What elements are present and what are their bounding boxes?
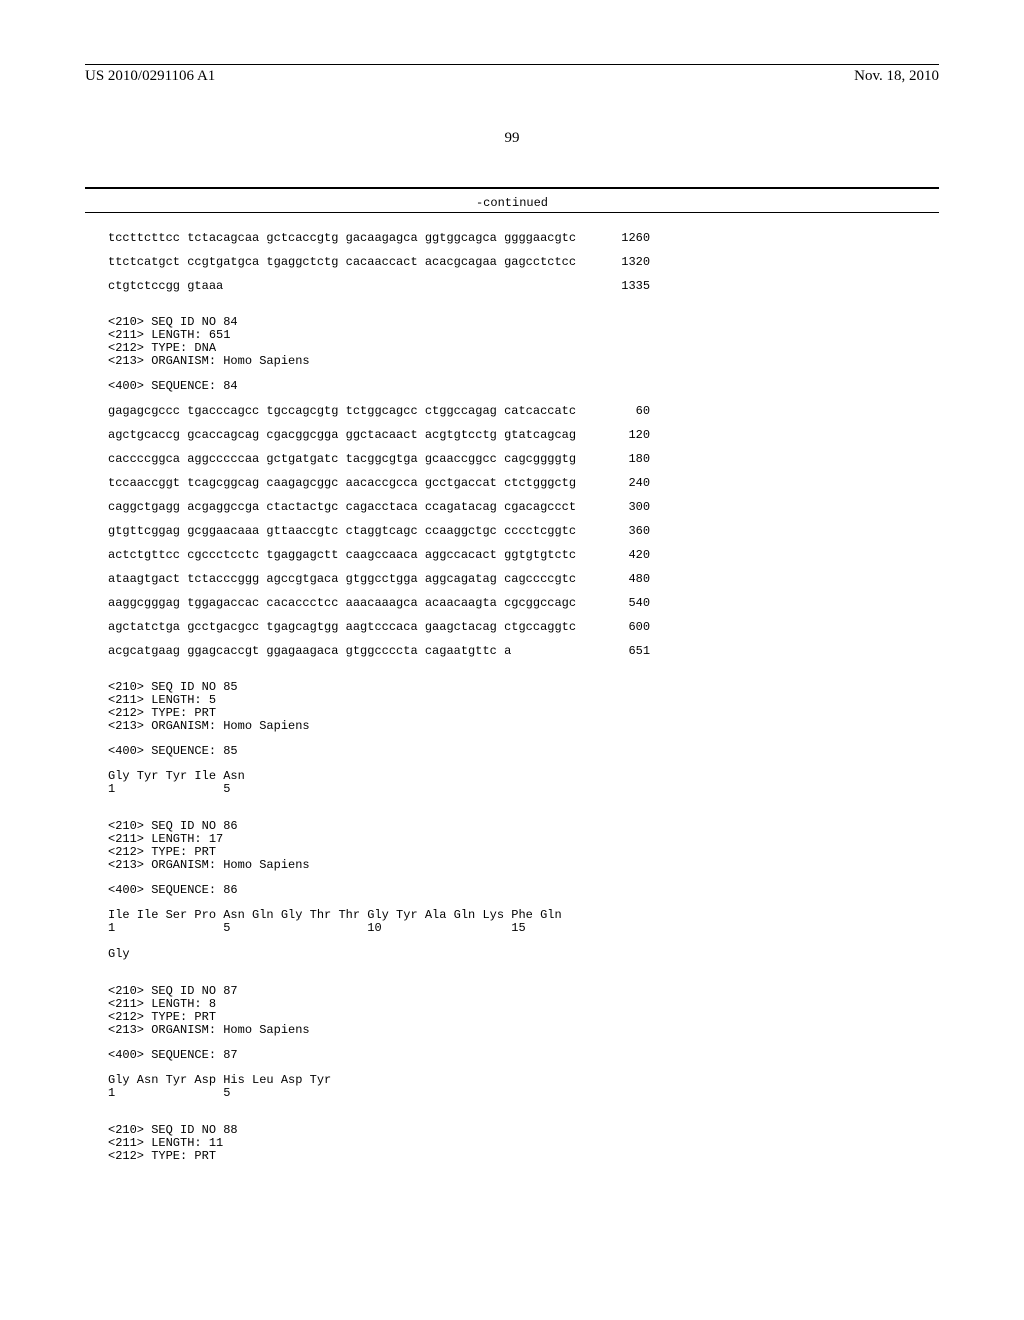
sequence-line: ttctcatgct ccgtgatgca tgaggctctg cacaacc…: [108, 256, 650, 268]
sequence-line: actctgttcc cgccctcctc tgaggagctt caagcca…: [108, 549, 650, 561]
sequence-meta-line: <213> ORGANISM: Homo Sapiens: [108, 355, 650, 367]
sequence-text: gtgttcggag gcggaacaaa gttaaccgtc ctaggtc…: [108, 525, 576, 537]
sequence-meta-line: <210> SEQ ID NO 85: [108, 681, 650, 693]
sequence-meta-block: <400> SEQUENCE: 85: [108, 745, 650, 757]
sequence-line: caggctgagg acgaggccga ctactactgc cagacct…: [108, 501, 650, 513]
sequence-meta-line: <213> ORGANISM: Homo Sapiens: [108, 720, 650, 732]
sequence-meta-block: <210> SEQ ID NO 85<211> LENGTH: 5<212> T…: [108, 681, 650, 732]
sequence-meta-line: <212> TYPE: PRT: [108, 1011, 650, 1023]
sequence-text: ataagtgact tctacccggg agccgtgaca gtggcct…: [108, 573, 576, 585]
sequence-meta-block: <210> SEQ ID NO 86<211> LENGTH: 17<212> …: [108, 820, 650, 871]
sequence-position: 360: [600, 525, 650, 537]
sequence-line: ctgtctccgg gtaaa 1335: [108, 280, 650, 292]
sequence-meta-line: <212> TYPE: PRT: [108, 707, 650, 719]
sequence-meta-block: <400> SEQUENCE: 87: [108, 1049, 650, 1061]
sequence-meta-line: <210> SEQ ID NO 84: [108, 316, 650, 328]
sequence-meta-line: <211> LENGTH: 11: [108, 1137, 650, 1149]
sequence-listing-body: tccttcttcc tctacagcaa gctcaccgtg gacaaga…: [108, 232, 650, 1175]
protein-line: 1 5: [108, 1087, 650, 1099]
sequence-line: agctatctga gcctgacgcc tgagcagtgg aagtccc…: [108, 621, 650, 633]
sequence-position: 1260: [600, 232, 650, 244]
continued-label: -continued: [0, 196, 1024, 210]
sequence-meta-line: <211> LENGTH: 5: [108, 694, 650, 706]
sequence-text: ctgtctccgg gtaaa: [108, 280, 576, 292]
sequence-position: 1320: [600, 256, 650, 268]
sequence-position: 300: [600, 501, 650, 513]
sequence-text: aaggcgggag tggagaccac cacaccctcc aaacaaa…: [108, 597, 576, 609]
sequence-meta-line: <400> SEQUENCE: 86: [108, 884, 650, 896]
sequence-line: caccccggca aggcccccaa gctgatgatc tacggcg…: [108, 453, 650, 465]
sequence-position: 420: [600, 549, 650, 561]
protein-line: Ile Ile Ser Pro Asn Gln Gly Thr Thr Gly …: [108, 909, 650, 921]
sequence-meta-line: <212> TYPE: PRT: [108, 846, 650, 858]
continued-rule-top: [85, 187, 939, 189]
protein-line: 1 5 10 15: [108, 922, 650, 934]
sequence-line: ataagtgact tctacccggg agccgtgaca gtggcct…: [108, 573, 650, 585]
sequence-meta-line: <211> LENGTH: 8: [108, 998, 650, 1010]
sequence-text: acgcatgaag ggagcaccgt ggagaagaca gtggccc…: [108, 645, 576, 657]
sequence-line: tccttcttcc tctacagcaa gctcaccgtg gacaaga…: [108, 232, 650, 244]
continued-rule-bottom: [85, 212, 939, 213]
sequence-line: acgcatgaag ggagcaccgt ggagaagaca gtggccc…: [108, 645, 650, 657]
sequence-text: caccccggca aggcccccaa gctgatgatc tacggcg…: [108, 453, 576, 465]
sequence-meta-block: <210> SEQ ID NO 88<211> LENGTH: 11<212> …: [108, 1124, 650, 1162]
sequence-text: ttctcatgct ccgtgatgca tgaggctctg cacaacc…: [108, 256, 576, 268]
sequence-position: 651: [600, 645, 650, 657]
publication-number: US 2010/0291106 A1: [85, 68, 215, 85]
sequence-position: 1335: [600, 280, 650, 292]
sequence-meta-block: <400> SEQUENCE: 84: [108, 380, 650, 392]
sequence-meta-line: <213> ORGANISM: Homo Sapiens: [108, 859, 650, 871]
protein-sequence-block: Gly Asn Tyr Asp His Leu Asp Tyr1 5: [108, 1074, 650, 1099]
page-number: 99: [0, 130, 1024, 147]
sequence-line: tccaaccggt tcagcggcag caagagcggc aacaccg…: [108, 477, 650, 489]
sequence-meta-line: <210> SEQ ID NO 88: [108, 1124, 650, 1136]
page-header: US 2010/0291106 A1 Nov. 18, 2010: [0, 68, 1024, 85]
sequence-line: gtgttcggag gcggaacaaa gttaaccgtc ctaggtc…: [108, 525, 650, 537]
sequence-position: 600: [600, 621, 650, 633]
sequence-text: actctgttcc cgccctcctc tgaggagctt caagcca…: [108, 549, 576, 561]
sequence-meta-line: <400> SEQUENCE: 85: [108, 745, 650, 757]
protein-sequence-block: Gly Tyr Tyr Ile Asn1 5: [108, 770, 650, 795]
publication-date: Nov. 18, 2010: [854, 68, 939, 85]
sequence-text: agctgcaccg gcaccagcag cgacggcgga ggctaca…: [108, 429, 576, 441]
sequence-position: 480: [600, 573, 650, 585]
protein-line: Gly Asn Tyr Asp His Leu Asp Tyr: [108, 1074, 650, 1086]
sequence-meta-line: <212> TYPE: DNA: [108, 342, 650, 354]
header-rule: [85, 64, 939, 65]
protein-line: Gly Tyr Tyr Ile Asn: [108, 770, 650, 782]
sequence-meta-block: <210> SEQ ID NO 87<211> LENGTH: 8<212> T…: [108, 985, 650, 1036]
sequence-text: caggctgagg acgaggccga ctactactgc cagacct…: [108, 501, 576, 513]
sequence-meta-block: <210> SEQ ID NO 84<211> LENGTH: 651<212>…: [108, 316, 650, 367]
sequence-position: 180: [600, 453, 650, 465]
sequence-text: agctatctga gcctgacgcc tgagcagtgg aagtccc…: [108, 621, 576, 633]
sequence-line: aaggcgggag tggagaccac cacaccctcc aaacaaa…: [108, 597, 650, 609]
sequence-position: 120: [600, 429, 650, 441]
sequence-text: gagagcgccc tgacccagcc tgccagcgtg tctggca…: [108, 405, 576, 417]
sequence-meta-block: <400> SEQUENCE: 86: [108, 884, 650, 896]
sequence-meta-line: <211> LENGTH: 651: [108, 329, 650, 341]
sequence-meta-line: <213> ORGANISM: Homo Sapiens: [108, 1024, 650, 1036]
sequence-meta-line: <400> SEQUENCE: 84: [108, 380, 650, 392]
sequence-meta-line: <210> SEQ ID NO 87: [108, 985, 650, 997]
sequence-meta-line: <400> SEQUENCE: 87: [108, 1049, 650, 1061]
protein-line: 1 5: [108, 783, 650, 795]
sequence-position: 540: [600, 597, 650, 609]
sequence-meta-line: <212> TYPE: PRT: [108, 1150, 650, 1162]
protein-line: Gly: [108, 948, 650, 960]
sequence-text: tccttcttcc tctacagcaa gctcaccgtg gacaaga…: [108, 232, 576, 244]
protein-sequence-block: Ile Ile Ser Pro Asn Gln Gly Thr Thr Gly …: [108, 909, 650, 960]
sequence-meta-line: <210> SEQ ID NO 86: [108, 820, 650, 832]
sequence-position: 60: [600, 405, 650, 417]
sequence-meta-line: <211> LENGTH: 17: [108, 833, 650, 845]
sequence-text: tccaaccggt tcagcggcag caagagcggc aacaccg…: [108, 477, 576, 489]
sequence-position: 240: [600, 477, 650, 489]
protein-line: [108, 935, 650, 947]
sequence-line: agctgcaccg gcaccagcag cgacggcgga ggctaca…: [108, 429, 650, 441]
sequence-line: gagagcgccc tgacccagcc tgccagcgtg tctggca…: [108, 405, 650, 417]
